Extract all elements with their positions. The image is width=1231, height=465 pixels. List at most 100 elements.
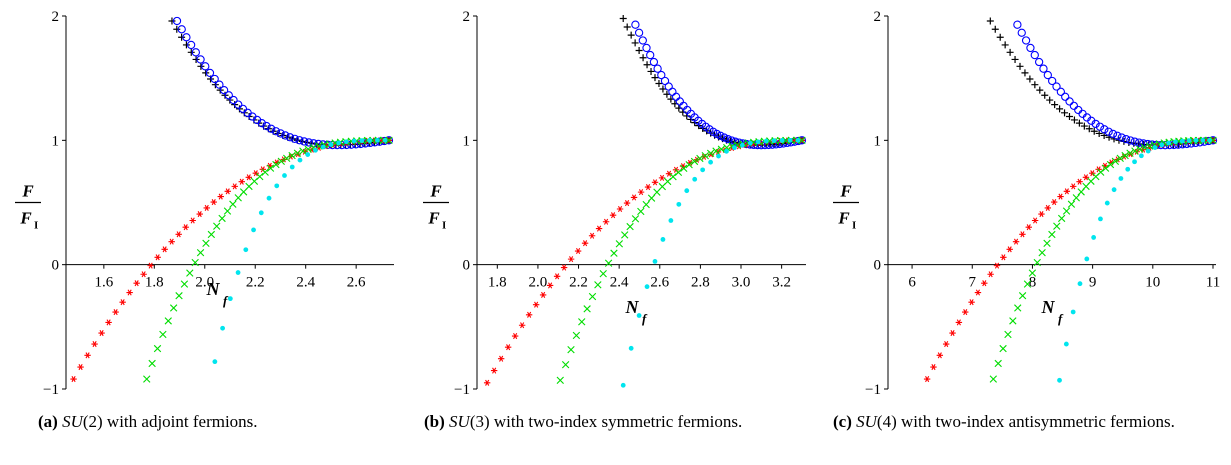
y-tick-label: −1 — [43, 382, 59, 398]
circle-point — [657, 70, 666, 80]
star-point — [658, 174, 666, 181]
cross-point — [1121, 151, 1129, 160]
x-tick-label: 8 — [1029, 275, 1037, 291]
cross-point — [1126, 149, 1134, 157]
star-point — [231, 183, 238, 190]
dot-point — [343, 139, 349, 145]
dot-point — [359, 138, 365, 144]
dot-point — [351, 138, 357, 144]
star-point — [923, 376, 931, 383]
x-tick-label: 10 — [1145, 275, 1160, 291]
cross-point — [989, 375, 998, 383]
circle-point — [664, 82, 673, 91]
cross-point — [647, 194, 656, 202]
circle-point — [304, 138, 314, 147]
cross-point — [180, 280, 189, 288]
star-point — [518, 322, 526, 329]
circle-point — [1048, 76, 1057, 86]
star-point — [1006, 246, 1013, 253]
cross-point — [572, 331, 581, 340]
star-point — [1076, 178, 1083, 185]
star-point — [588, 232, 596, 239]
caption-group: SU — [449, 412, 470, 431]
plus-point — [659, 85, 667, 93]
star-point — [968, 299, 975, 306]
plus-point — [986, 17, 994, 25]
plus-point — [1070, 116, 1078, 124]
dot-point — [1077, 281, 1083, 287]
circle-point — [1117, 133, 1126, 142]
y-tick-label: 1 — [463, 133, 471, 149]
plus-point — [1021, 69, 1029, 77]
circle-point — [668, 87, 677, 96]
y-tick-label: 1 — [52, 133, 60, 149]
plus-point — [627, 31, 635, 39]
cross-point — [1136, 145, 1144, 153]
circle-point — [186, 40, 196, 50]
circle-point — [276, 129, 285, 138]
y-tick-label: 2 — [463, 9, 471, 25]
cross-point — [685, 161, 693, 169]
circle-point — [1130, 137, 1139, 146]
star-point — [497, 355, 505, 362]
circle-point — [229, 95, 238, 105]
plus-point — [1026, 75, 1034, 83]
cross-point — [723, 143, 731, 152]
plus-point — [1016, 62, 1024, 70]
star-point — [224, 188, 231, 195]
cross-point — [1053, 222, 1061, 230]
dot-point — [739, 142, 745, 148]
cross-point — [288, 151, 296, 160]
circle-point — [1069, 101, 1079, 111]
circle-point — [1074, 105, 1083, 115]
x-tick-label: 9 — [1089, 275, 1097, 291]
star-point — [84, 352, 91, 359]
caption-tag: (c) — [833, 412, 852, 431]
cross-point — [588, 292, 597, 301]
cross-point — [1043, 239, 1051, 247]
cross-point — [631, 215, 640, 223]
plus-point — [619, 14, 627, 22]
x-tick-label: 2.8 — [691, 275, 710, 291]
dot-point — [779, 138, 785, 143]
plus-series — [986, 17, 1217, 149]
x-tick-label: 2.6 — [650, 275, 669, 291]
circle-point — [1121, 134, 1131, 144]
y-tick-label: 2 — [52, 9, 60, 25]
star-point — [238, 178, 245, 185]
x-tick-label: 1.8 — [145, 275, 164, 291]
cross-point — [690, 157, 699, 166]
star-point — [168, 238, 175, 245]
star-point — [595, 225, 603, 232]
plus-point — [655, 79, 663, 87]
cross-point — [293, 149, 302, 157]
cross-point — [1106, 160, 1115, 169]
star-point — [630, 194, 638, 201]
star-point — [532, 301, 540, 308]
dot-point — [227, 296, 233, 302]
star-point — [1070, 183, 1077, 190]
cross-point — [169, 304, 178, 312]
y-axis-label-denominator: F — [427, 209, 440, 228]
star-point — [217, 193, 224, 200]
cross-point — [583, 305, 591, 313]
dot-point — [1070, 309, 1076, 315]
star-point — [1025, 224, 1032, 231]
dot-point — [1166, 140, 1172, 146]
circle-point — [660, 76, 670, 86]
dot-point — [1063, 341, 1069, 347]
star-point — [936, 352, 944, 359]
circle-point — [1026, 43, 1035, 53]
dot-point — [367, 138, 373, 143]
star-point — [987, 271, 994, 278]
caption-tag: (b) — [424, 412, 445, 431]
dot-point — [289, 164, 295, 170]
y-tick-label: 0 — [52, 258, 60, 274]
cross-point — [642, 200, 650, 209]
circle-point — [281, 131, 290, 140]
circle-point — [1013, 20, 1022, 29]
x-axis-label-sub: f — [642, 311, 648, 326]
plus-point — [1001, 41, 1009, 49]
